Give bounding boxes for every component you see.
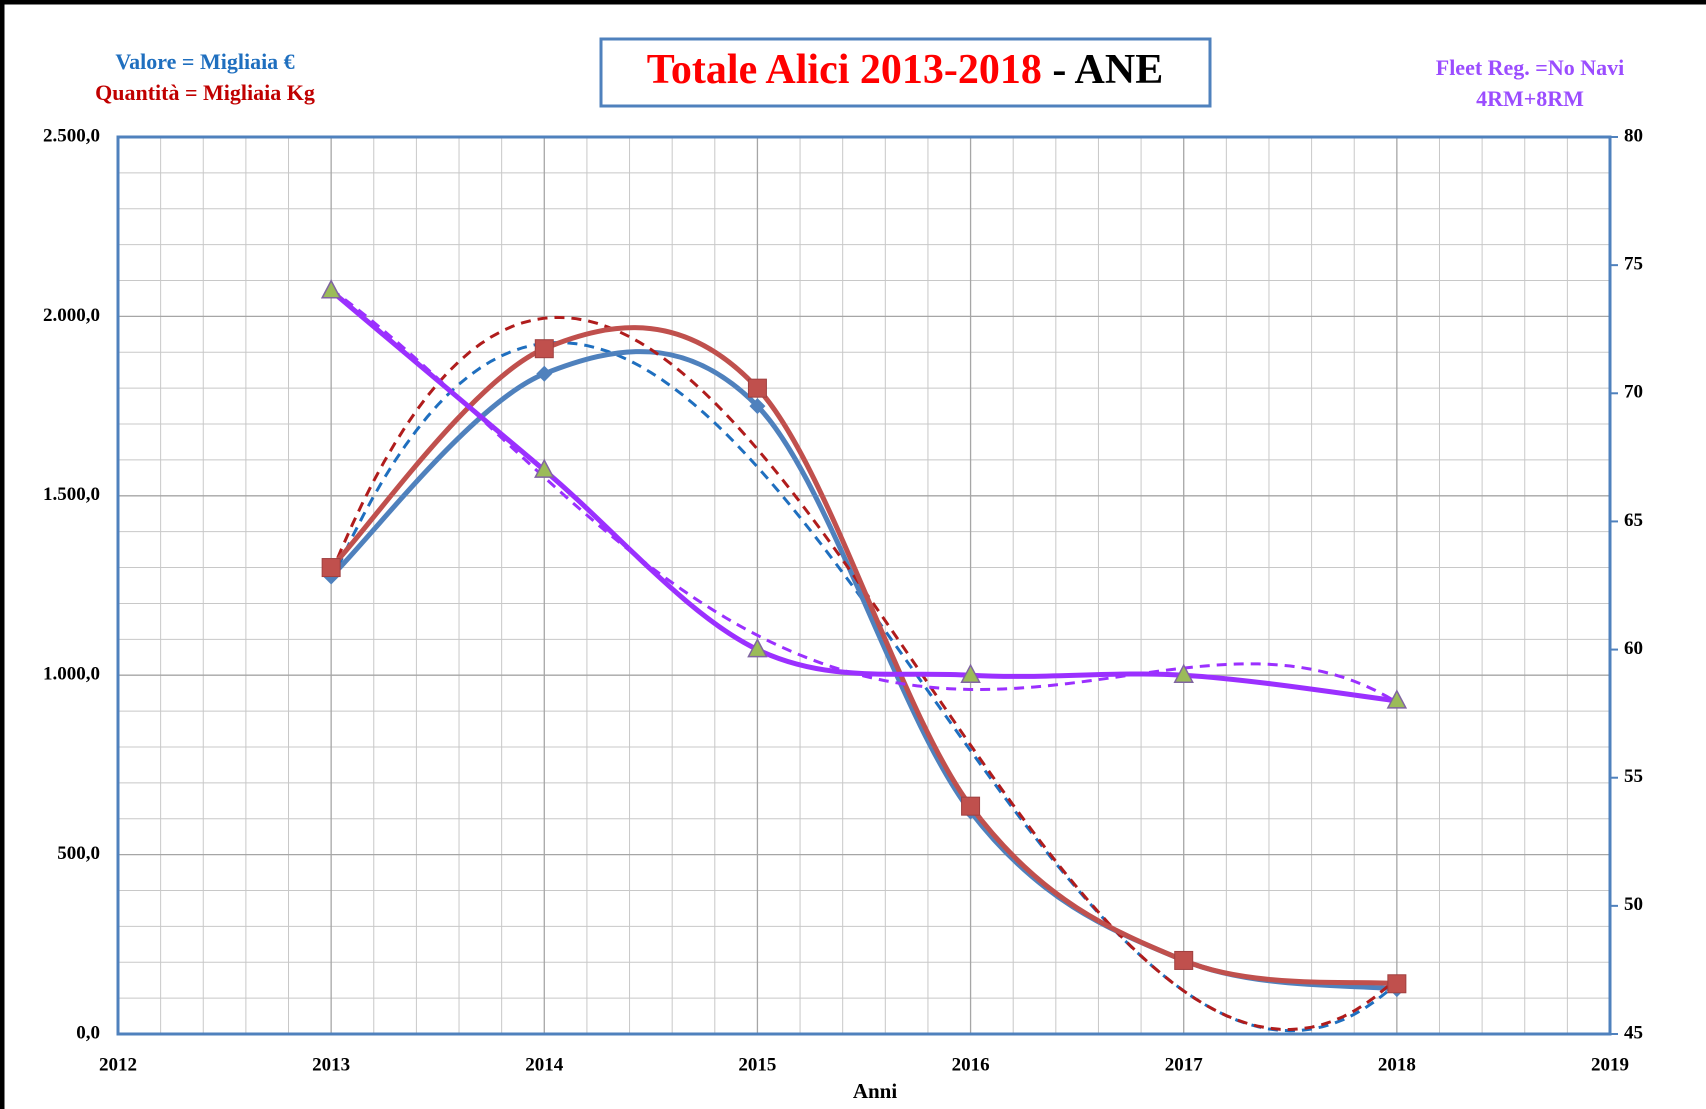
title-part: - ANE	[1042, 47, 1163, 93]
y2-tick-label: 70	[1624, 382, 1643, 403]
marker	[534, 339, 554, 359]
series-line	[329, 288, 1398, 704]
marker	[747, 378, 767, 398]
series-label: Valore = Migliaia €	[115, 49, 294, 74]
x-axis-label: Anni	[853, 1079, 898, 1103]
marker	[534, 458, 555, 478]
y2-tick-label: 80	[1624, 125, 1643, 146]
marker	[536, 365, 553, 382]
y2-tick-label: 60	[1624, 638, 1643, 659]
marker	[1387, 974, 1407, 994]
y-tick-label: 2.000,0	[43, 305, 100, 326]
marker	[1386, 689, 1408, 709]
title-part: Totale Alici 2013-2018	[647, 47, 1042, 93]
series-label: Fleet Reg. =No Navi	[1436, 55, 1624, 80]
y-tick-label: 0,0	[76, 1022, 100, 1043]
trend-line	[329, 341, 1398, 1033]
y2-tick-label: 75	[1624, 254, 1643, 275]
title-box	[599, 37, 1212, 108]
x-tick-label: 2019	[1591, 1054, 1629, 1075]
marker	[1174, 950, 1194, 970]
y-tick-label: 1.500,0	[43, 484, 100, 505]
marker	[960, 663, 981, 683]
x-tick-label: 2015	[738, 1054, 776, 1075]
series-label: Quantità = Migliaia Kg	[95, 80, 315, 105]
y2-tick-label: 50	[1624, 894, 1643, 915]
marker	[961, 796, 981, 816]
annotation: 4RM+8RM	[1476, 86, 1584, 111]
x-tick-label: 2018	[1378, 1054, 1416, 1075]
x-tick-label: 2014	[525, 1054, 564, 1075]
y-tick-label: 500,0	[57, 843, 100, 864]
marker	[1173, 663, 1194, 683]
y2-tick-label: 45	[1624, 1022, 1643, 1043]
marker	[747, 637, 768, 658]
x-tick-label: 2012	[99, 1054, 137, 1075]
trend-line	[330, 288, 1398, 704]
marker	[749, 398, 766, 415]
marker	[321, 558, 341, 578]
y2-tick-label: 65	[1624, 510, 1643, 531]
x-tick-label: 2016	[952, 1054, 990, 1075]
y-tick-label: 1.000,0	[43, 664, 100, 685]
x-tick-label: 2013	[312, 1054, 350, 1075]
y2-tick-label: 55	[1624, 766, 1643, 787]
chart-title: Totale Alici 2013-2018 - ANE	[647, 47, 1163, 93]
plot-border	[116, 135, 1612, 1036]
marker	[320, 279, 342, 299]
y-tick-label: 2.500,0	[43, 125, 100, 146]
x-tick-label: 2017	[1165, 1054, 1204, 1075]
